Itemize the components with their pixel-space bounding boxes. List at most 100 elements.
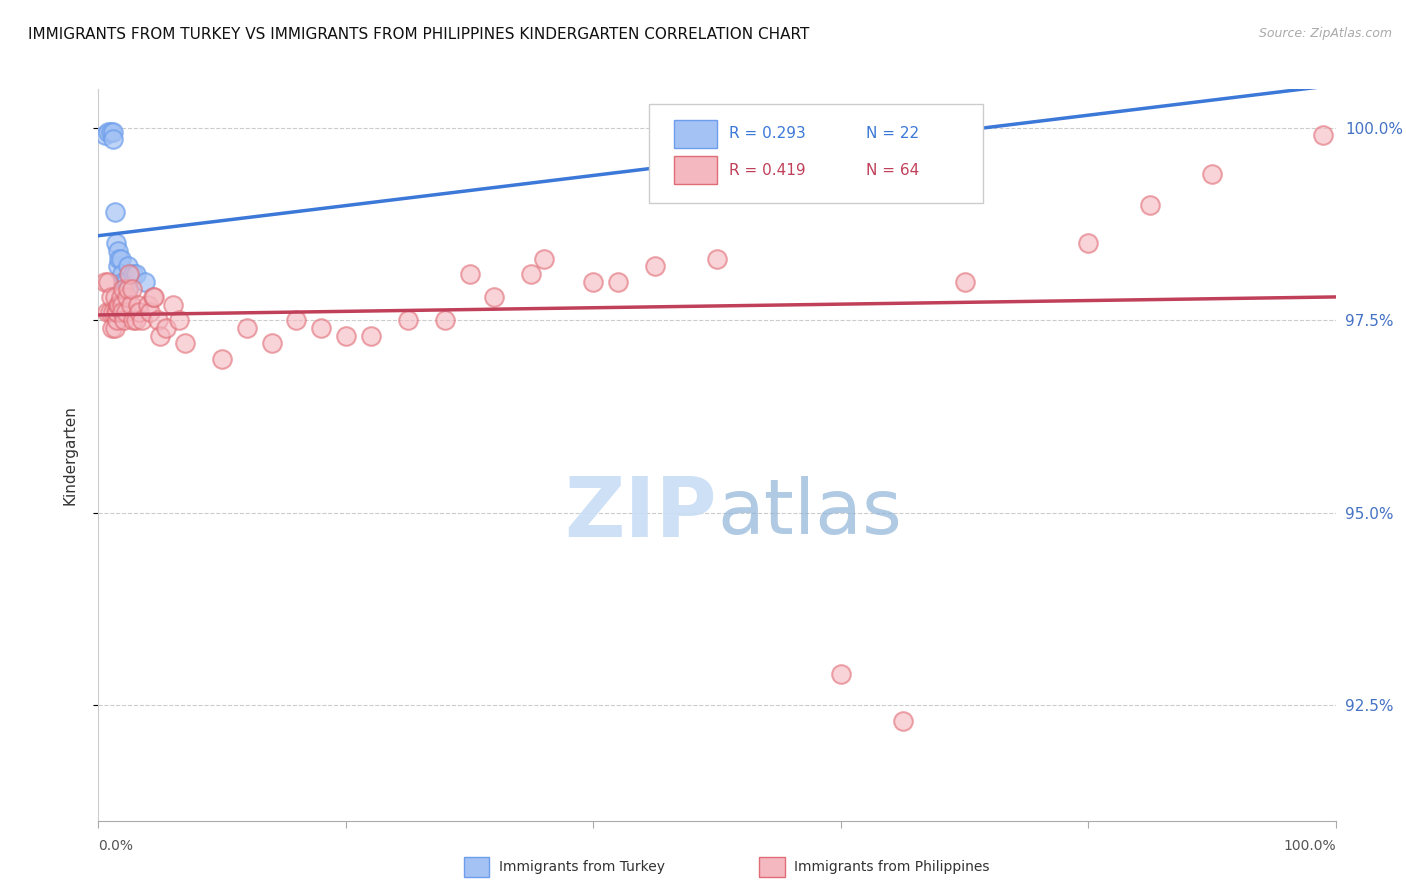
Point — [309, 321, 332, 335]
Point — [111, 267, 134, 281]
Point — [104, 236, 127, 251]
Point — [104, 305, 127, 319]
Point — [644, 260, 666, 274]
Point — [458, 267, 481, 281]
Point — [1139, 197, 1161, 211]
Point — [891, 128, 914, 143]
Text: N = 22: N = 22 — [866, 127, 918, 141]
FancyBboxPatch shape — [650, 103, 983, 202]
Point — [103, 305, 125, 319]
Point — [110, 252, 132, 266]
Point — [533, 252, 555, 266]
Point — [117, 282, 139, 296]
Point — [706, 252, 728, 266]
Point — [107, 244, 129, 258]
Point — [103, 124, 125, 138]
Text: atlas: atlas — [717, 476, 901, 550]
Text: R = 0.293: R = 0.293 — [730, 127, 806, 141]
Point — [111, 298, 134, 312]
Point — [146, 313, 169, 327]
Point — [953, 275, 976, 289]
Point — [136, 298, 159, 312]
Point — [830, 128, 852, 143]
Point — [155, 321, 177, 335]
Point — [117, 282, 139, 296]
Point — [1312, 128, 1334, 143]
Text: Immigrants from Turkey: Immigrants from Turkey — [499, 860, 665, 874]
Point — [396, 313, 419, 327]
Point — [97, 275, 120, 289]
Point — [100, 124, 122, 138]
Point — [143, 290, 166, 304]
Point — [260, 336, 283, 351]
Point — [103, 321, 125, 335]
Point — [93, 275, 115, 289]
Point — [360, 328, 382, 343]
Point — [127, 298, 149, 312]
Text: Source: ZipAtlas.com: Source: ZipAtlas.com — [1258, 27, 1392, 40]
Point — [110, 290, 132, 304]
Point — [96, 305, 118, 319]
Point — [124, 313, 146, 327]
Point — [97, 124, 120, 138]
Point — [139, 305, 162, 319]
Text: N = 64: N = 64 — [866, 163, 918, 178]
Point — [167, 313, 190, 327]
Point — [107, 298, 129, 312]
Point — [117, 260, 139, 274]
Point — [607, 275, 630, 289]
Point — [128, 305, 150, 319]
Point — [105, 305, 128, 319]
Text: IMMIGRANTS FROM TURKEY VS IMMIGRANTS FROM PHILIPPINES KINDERGARTEN CORRELATION C: IMMIGRANTS FROM TURKEY VS IMMIGRANTS FRO… — [28, 27, 810, 42]
Point — [122, 267, 145, 281]
Text: ZIP: ZIP — [565, 473, 717, 554]
Bar — [673, 156, 717, 185]
Point — [134, 275, 156, 289]
Point — [98, 305, 121, 319]
Point — [101, 321, 124, 335]
Point — [114, 305, 136, 319]
Point — [112, 313, 135, 327]
Point — [108, 252, 131, 266]
Point — [174, 336, 197, 351]
Point — [100, 290, 122, 304]
Point — [107, 260, 129, 274]
Point — [122, 313, 145, 327]
Point — [162, 298, 184, 312]
Point — [124, 267, 146, 281]
Point — [111, 305, 134, 319]
Point — [103, 132, 125, 146]
Text: Immigrants from Philippines: Immigrants from Philippines — [794, 860, 990, 874]
Point — [93, 128, 115, 143]
Point — [112, 282, 135, 296]
Point — [1077, 236, 1099, 251]
Point — [120, 298, 142, 312]
Y-axis label: Kindergarten: Kindergarten — [63, 405, 77, 505]
Point — [433, 313, 456, 327]
Point — [1201, 167, 1223, 181]
Point — [118, 267, 141, 281]
Point — [891, 714, 914, 728]
Point — [103, 290, 125, 304]
Point — [112, 275, 135, 289]
Point — [103, 205, 125, 219]
Point — [121, 282, 143, 296]
Point — [108, 298, 131, 312]
Point — [285, 313, 308, 327]
Point — [114, 275, 136, 289]
Point — [236, 321, 259, 335]
Point — [131, 313, 153, 327]
Text: R = 0.419: R = 0.419 — [730, 163, 806, 178]
Bar — [673, 120, 717, 148]
Point — [520, 267, 543, 281]
Text: 100.0%: 100.0% — [1284, 838, 1336, 853]
Point — [582, 275, 605, 289]
Point — [484, 290, 506, 304]
Point — [142, 290, 165, 304]
Point — [149, 328, 172, 343]
Point — [335, 328, 357, 343]
Point — [211, 351, 233, 366]
Point — [115, 290, 138, 304]
Point — [112, 282, 135, 296]
Point — [105, 313, 128, 327]
